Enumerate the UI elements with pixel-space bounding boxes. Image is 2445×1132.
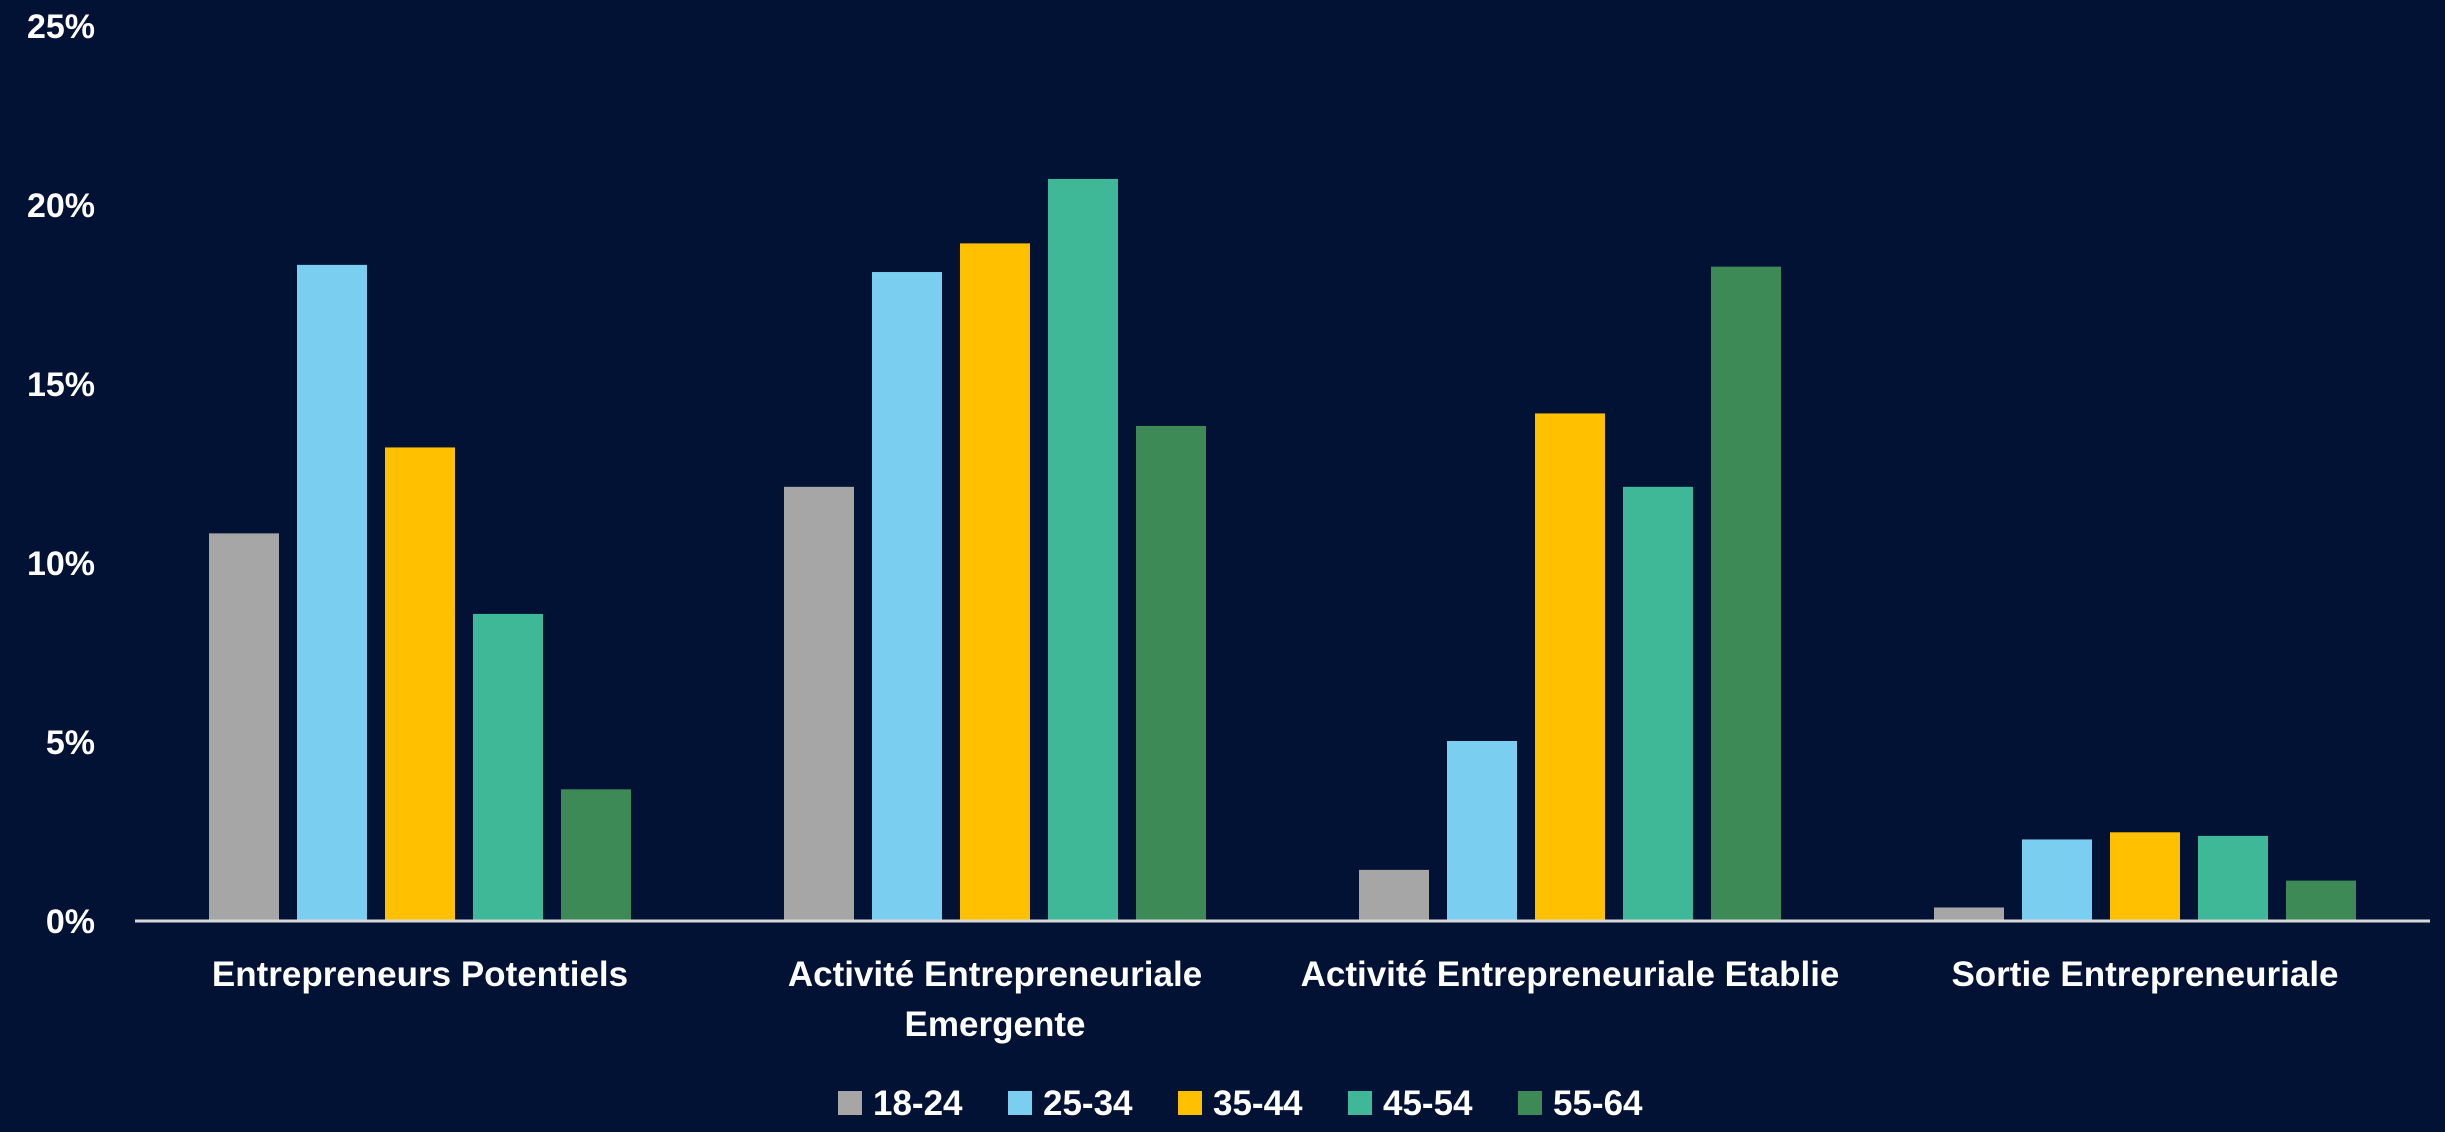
y-axis: 0% 5% 10% 15% 20% 25% — [27, 8, 95, 941]
y-tick-label: 10% — [27, 545, 95, 583]
y-tick-label: 5% — [46, 724, 95, 762]
legend-swatch — [1178, 1091, 1202, 1115]
y-tick-label: 20% — [27, 187, 95, 225]
legend-label: 18-24 — [873, 1084, 963, 1123]
bar-55-64 — [561, 789, 631, 920]
bar-35-44 — [960, 243, 1030, 920]
bar-18-24 — [1934, 907, 2004, 920]
bar-45-54 — [1623, 486, 1693, 920]
x-tick-label: Emergente — [905, 1005, 1086, 1044]
legend-label: 45-54 — [1383, 1084, 1473, 1123]
legend-item: 18-24 — [838, 1084, 963, 1123]
bar-18-24 — [784, 486, 854, 920]
y-tick-label: 0% — [46, 903, 95, 941]
bar-45-54 — [473, 613, 543, 920]
legend-item: 45-54 — [1348, 1084, 1473, 1123]
bars-group — [209, 178, 2356, 920]
legend: 18-24 25-34 35-44 45-54 55-64 — [838, 1084, 1643, 1123]
legend-label: 55-64 — [1553, 1084, 1643, 1123]
bar-25-34 — [297, 264, 367, 920]
bar-55-64 — [1136, 425, 1206, 920]
legend-label: 25-34 — [1043, 1084, 1133, 1123]
legend-swatch — [1008, 1091, 1032, 1115]
legend-item: 35-44 — [1178, 1084, 1303, 1123]
x-tick-label: Activité Entrepreneuriale — [788, 955, 1202, 994]
x-tick-label: Sortie Entrepreneuriale — [1951, 955, 2338, 994]
x-tick-label: Activité Entrepreneuriale Etablie — [1301, 955, 1840, 994]
x-tick-label: Entrepreneurs Potentiels — [212, 955, 628, 994]
legend-swatch — [838, 1091, 862, 1115]
bar-55-64 — [1711, 266, 1781, 920]
y-tick-label: 25% — [27, 8, 95, 46]
bar-25-34 — [1447, 741, 1517, 920]
bar-25-34 — [2022, 839, 2092, 920]
bar-45-54 — [2198, 835, 2268, 920]
bar-18-24 — [1359, 869, 1429, 920]
x-axis: Entrepreneurs Potentiels Activité Entrepr… — [212, 955, 2339, 1044]
bar-55-64 — [2286, 880, 2356, 920]
bar-35-44 — [385, 447, 455, 920]
bar-45-54 — [1048, 178, 1118, 920]
bar-25-34 — [872, 272, 942, 920]
y-tick-label: 15% — [27, 366, 95, 404]
legend-swatch — [1348, 1091, 1372, 1115]
legend-label: 35-44 — [1213, 1084, 1303, 1123]
bar-35-44 — [1535, 413, 1605, 920]
bar-35-44 — [2110, 832, 2180, 920]
legend-swatch — [1518, 1091, 1542, 1115]
legend-item: 25-34 — [1008, 1084, 1133, 1123]
legend-item: 55-64 — [1518, 1084, 1643, 1123]
bar-18-24 — [209, 533, 279, 920]
